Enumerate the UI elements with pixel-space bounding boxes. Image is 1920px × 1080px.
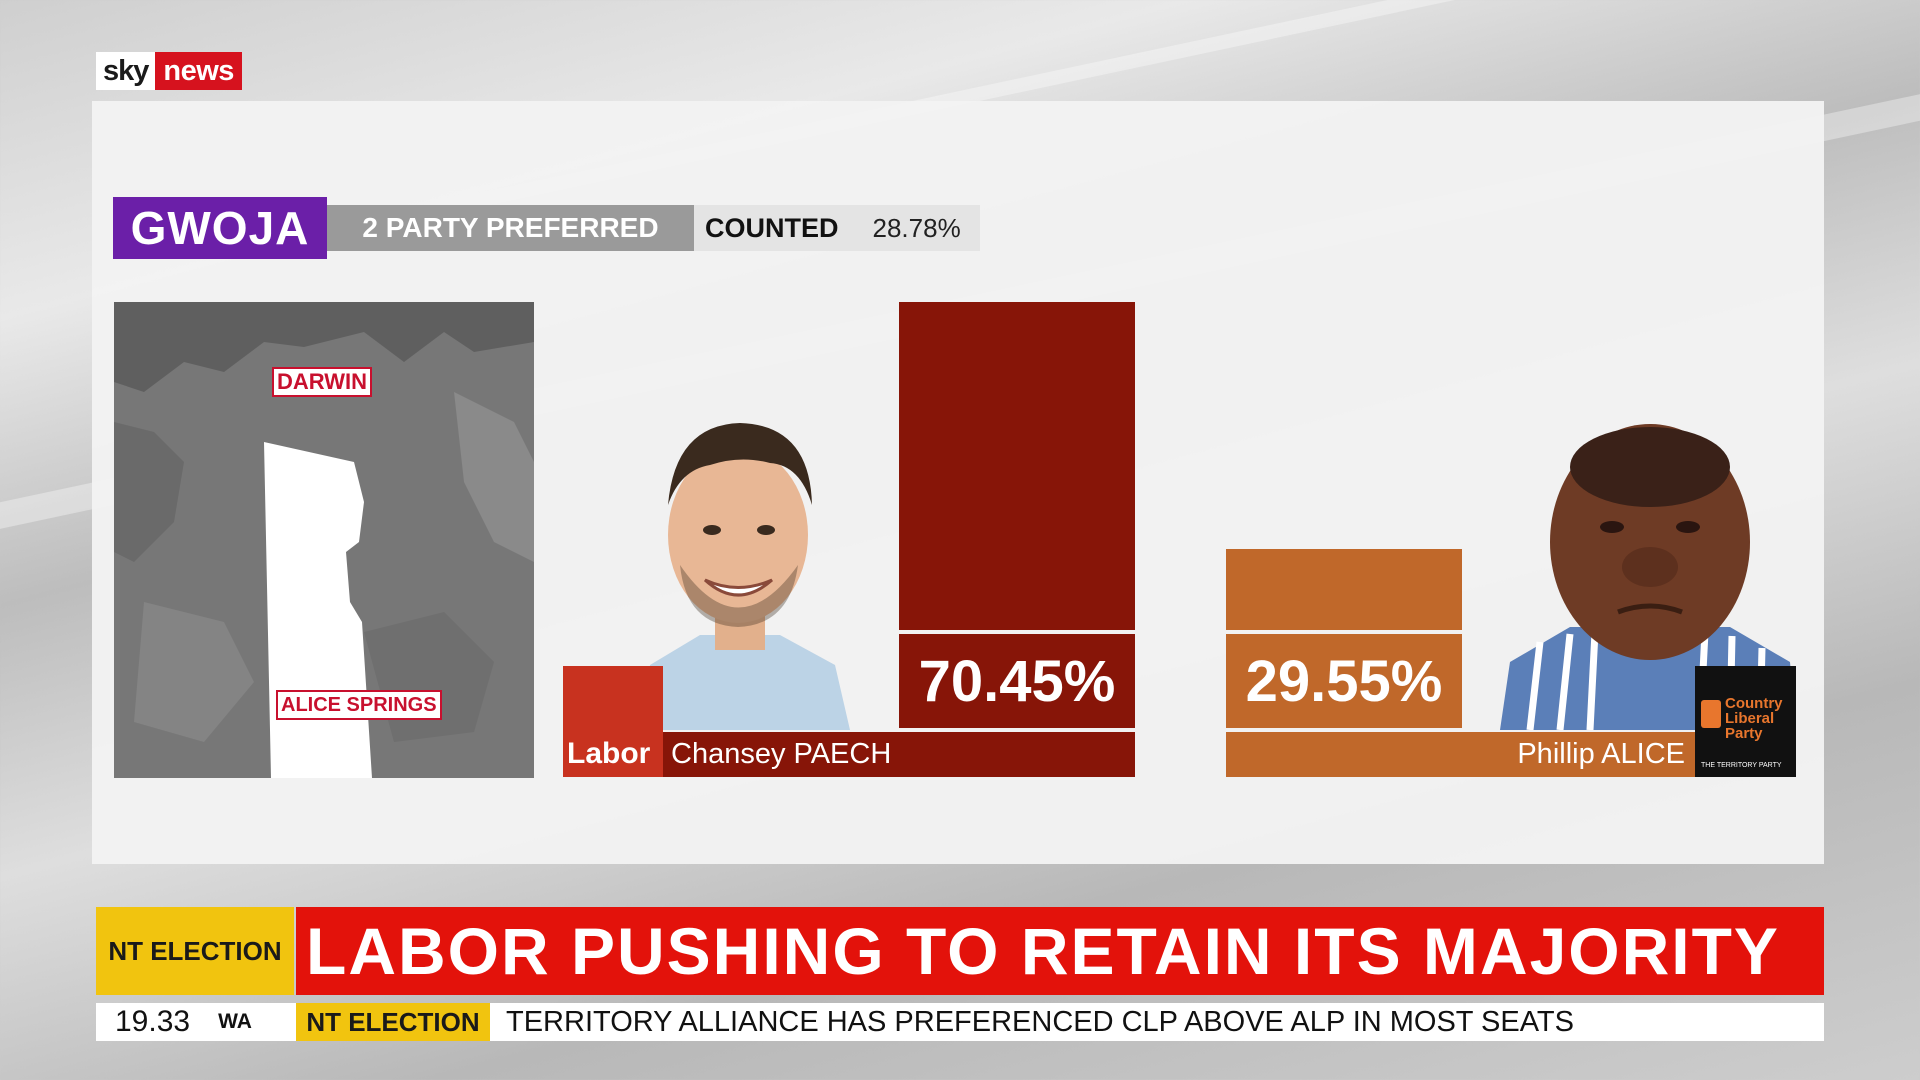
seat-name: GWOJA — [113, 197, 327, 259]
map-label-darwin: DARWIN — [272, 367, 373, 397]
headline-tag: NT ELECTION — [96, 907, 294, 995]
clock-time: 19.33 — [115, 1005, 191, 1038]
clp-flag-icon — [1701, 700, 1721, 728]
bar-label-paech: 70.45% — [899, 634, 1135, 728]
clp-logo-box: Country Liberal Party THE TERRITORY PART… — [1695, 666, 1796, 777]
logo-sky: sky — [96, 52, 156, 90]
counted-label: COUNTED — [705, 212, 839, 243]
bar-label-alice: 29.55% — [1226, 634, 1462, 728]
electorate-map: DARWIN ALICE SPRINGS — [114, 302, 534, 778]
headline-text: LABOR PUSHING TO RETAIN ITS MAJORITY — [296, 907, 1824, 995]
candidate-namebar-alice: Phillip ALICE — [1226, 732, 1695, 777]
candidate-name-alice: Phillip ALICE — [1517, 738, 1685, 770]
candidate-namebar-paech: Chansey PAECH — [663, 732, 1135, 777]
crawl-text: TERRITORY ALLIANCE HAS PREFERENCED CLP A… — [506, 1005, 1574, 1038]
news-ticker: 19.33 WA NT ELECTION TERRITORY ALLIANCE … — [96, 1003, 1824, 1041]
crawl-tag: NT ELECTION — [296, 1003, 490, 1041]
candidate-photo-paech — [620, 395, 860, 730]
candidate-name-paech: Chansey PAECH — [671, 738, 892, 770]
map-label-alice-springs: ALICE SPRINGS — [276, 690, 442, 720]
candidate-photo-alice — [1500, 412, 1796, 730]
counted-value: 28.78% — [872, 212, 961, 243]
counted-box: COUNTED 28.78% — [694, 205, 980, 251]
sky-news-logo: sky news — [96, 52, 242, 90]
clp-logo-subtext: THE TERRITORY PARTY — [1701, 762, 1782, 769]
territory-map-graphic — [114, 302, 534, 778]
count-mode-label: 2 PARTY PREFERRED — [327, 205, 694, 251]
bar-alice — [1226, 549, 1462, 630]
clock: 19.33 WA — [96, 1003, 294, 1041]
bar-paech — [899, 302, 1135, 630]
logo-news: news — [155, 52, 242, 90]
clp-logo-text: Country Liberal Party — [1725, 695, 1783, 742]
labor-logo-text: Labor — [567, 737, 651, 770]
clock-zone: WA — [218, 1010, 252, 1033]
labor-logo-box: Labor — [563, 666, 663, 777]
